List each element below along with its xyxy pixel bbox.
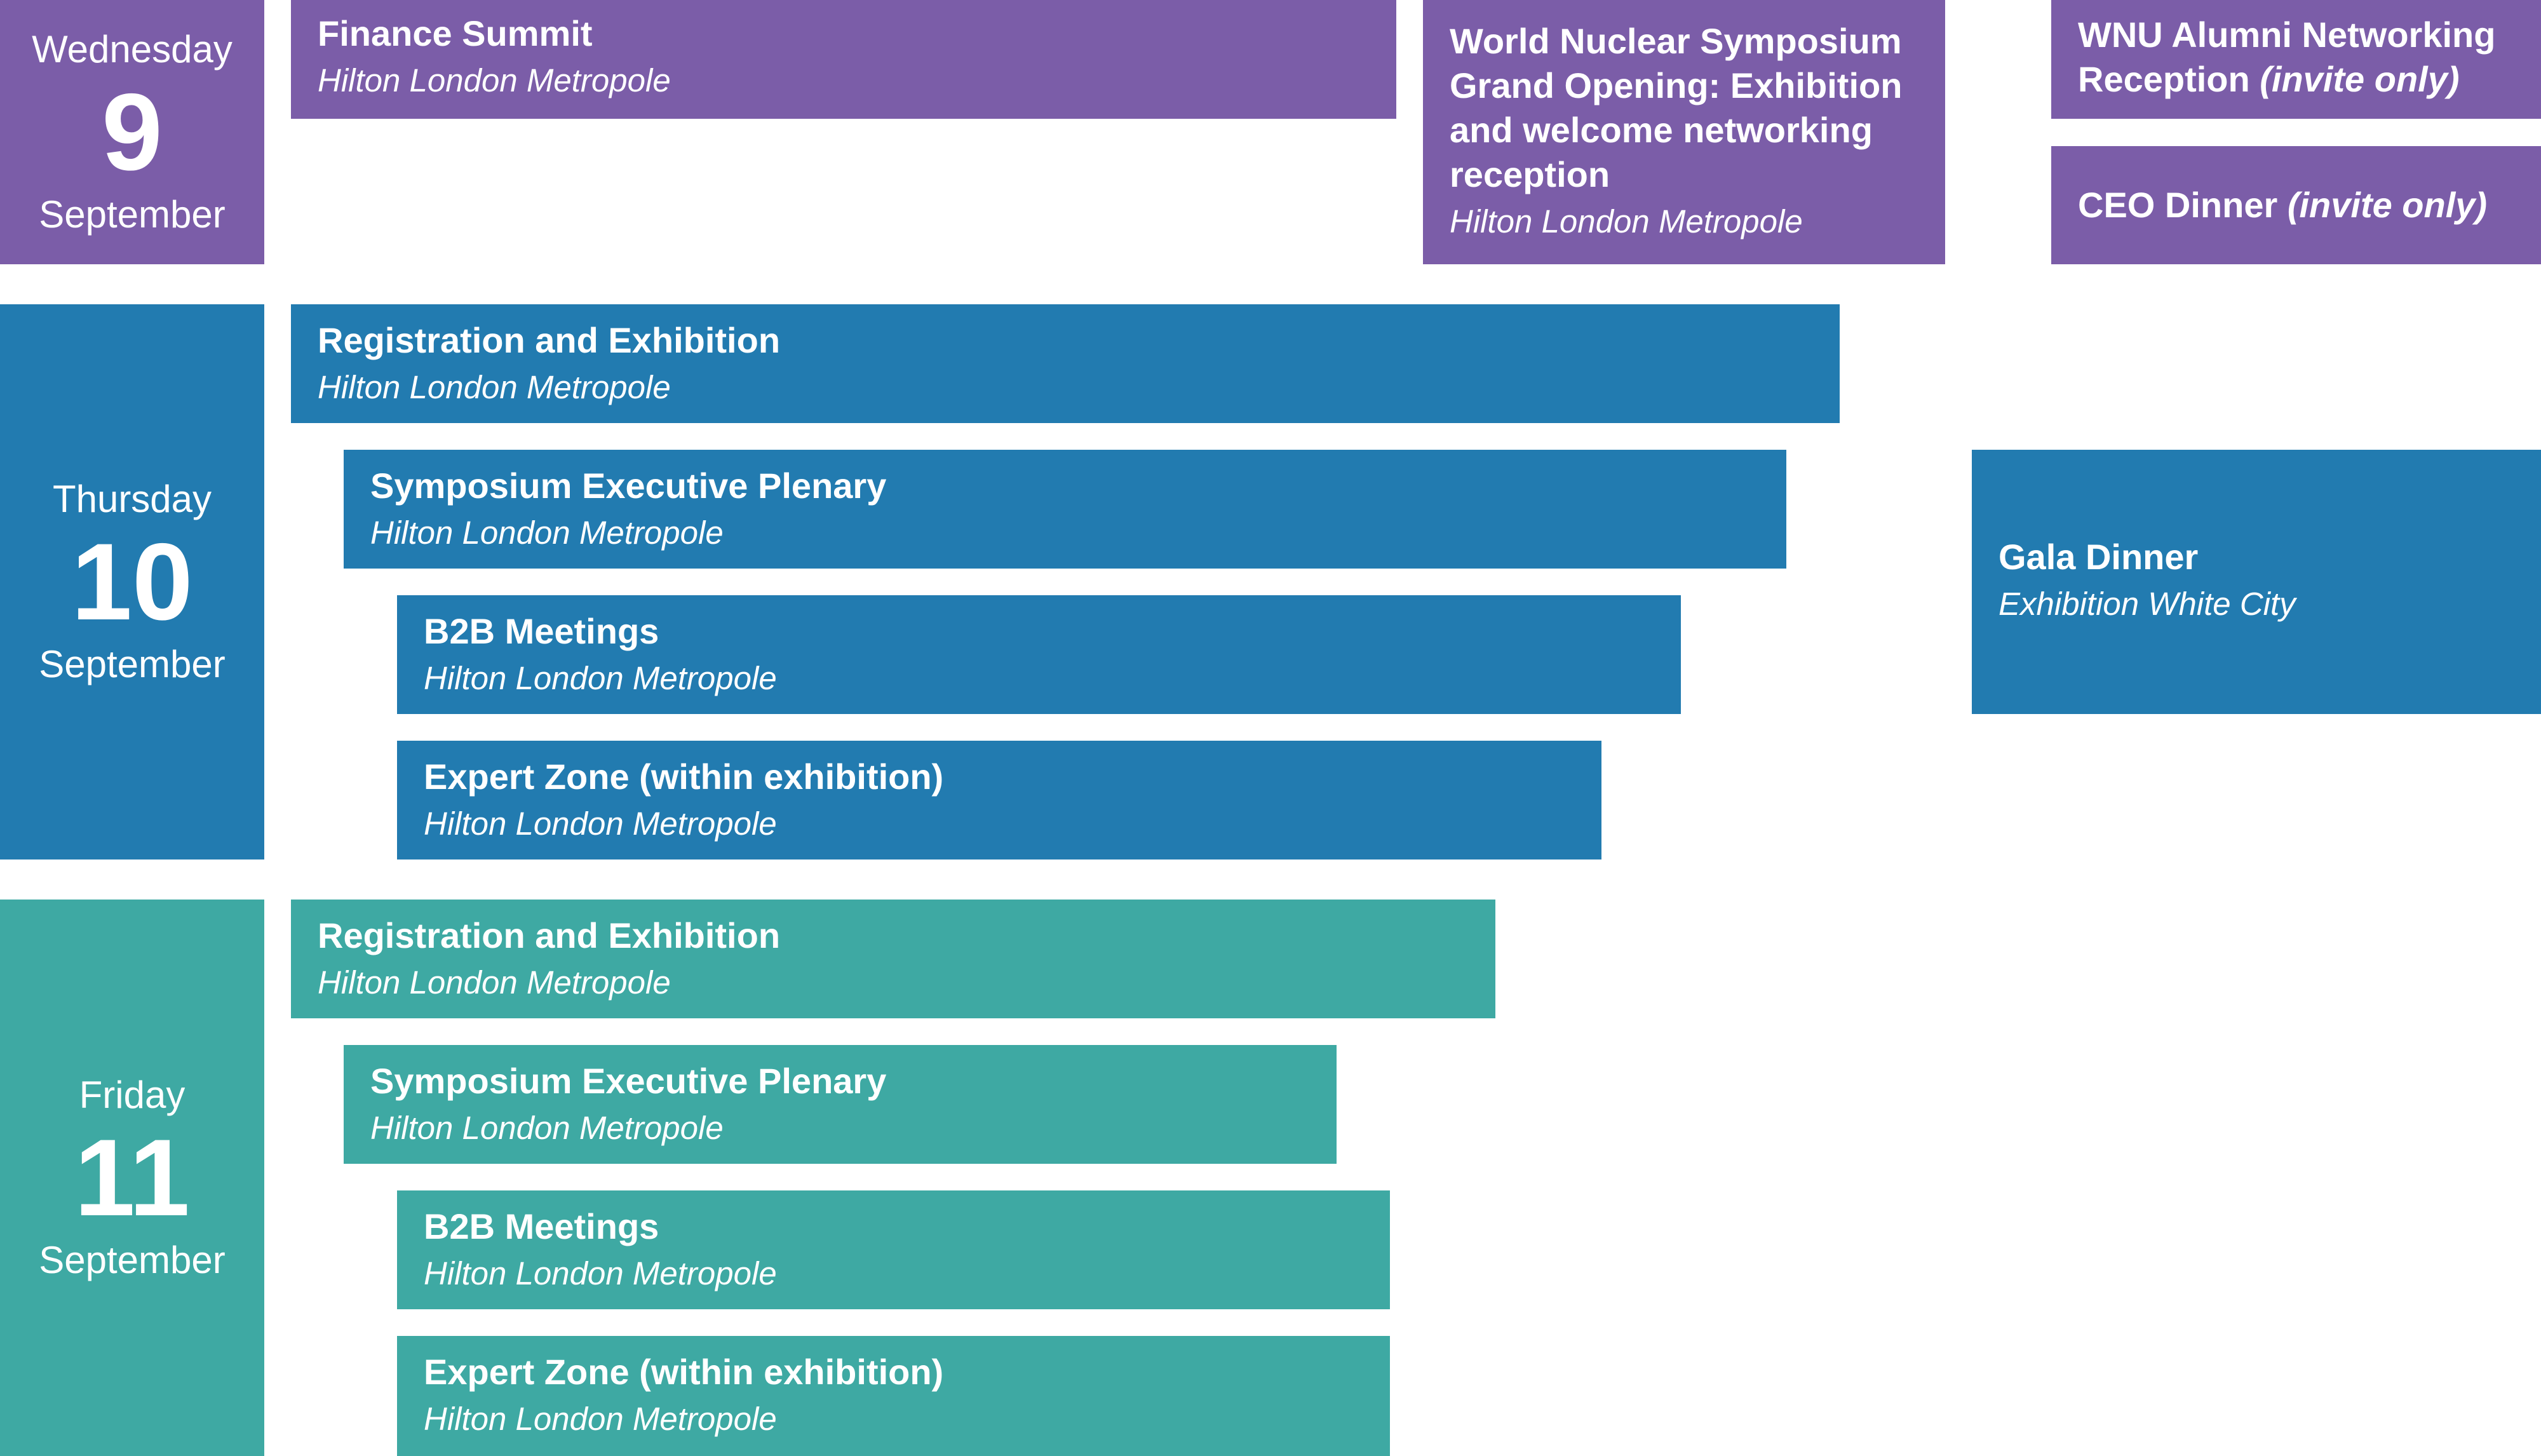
event-title: Symposium Executive Plenary <box>370 466 887 506</box>
event-block-expert-zone: Expert Zone (within exhibition) Hilton L… <box>397 1336 1390 1456</box>
event-invite-note: (invite only) <box>2260 59 2460 99</box>
event-venue: Hilton London Metropole <box>424 1255 777 1291</box>
event-venue: Hilton London Metropole <box>318 62 671 98</box>
event-block-b2b-meetings: B2B Meetings Hilton London Metropole <box>397 1190 1390 1309</box>
event-block-b2b-meetings: B2B Meetings Hilton London Metropole <box>397 595 1681 714</box>
event-title: World Nuclear Symposium Grand Opening: E… <box>1450 21 1903 194</box>
event-title: Registration and Exhibition <box>318 915 781 955</box>
event-title: Expert Zone (within exhibition) <box>424 1352 944 1392</box>
event-venue: Hilton London Metropole <box>318 964 671 1001</box>
event-venue: Exhibition White City <box>1998 586 2296 622</box>
event-block-expert-zone: Expert Zone (within exhibition) Hilton L… <box>397 741 1601 859</box>
event-title: Symposium Executive Plenary <box>370 1061 887 1101</box>
weekday-name: Wednesday <box>32 28 233 71</box>
date-number: 9 <box>102 71 163 193</box>
day-label-wednesday: Wednesday 9 September <box>0 0 264 264</box>
event-venue: Hilton London Metropole <box>318 369 671 405</box>
event-title: WNU Alumni Networking Reception <box>2078 15 2496 99</box>
event-title: Expert Zone (within exhibition) <box>424 757 944 797</box>
event-invite-note: (invite only) <box>2287 185 2488 225</box>
event-block-finance-summit: Finance Summit Hilton London Metropole <box>291 0 1396 119</box>
month-name: September <box>39 1239 226 1281</box>
event-block-executive-plenary: Symposium Executive Plenary Hilton Londo… <box>344 1045 1337 1164</box>
weekday-name: Thursday <box>52 478 212 520</box>
event-title: Registration and Exhibition <box>318 320 781 360</box>
event-block-wnu-alumni-reception: WNU Alumni Networking Reception (invite … <box>2051 0 2541 119</box>
event-title: Finance Summit <box>318 13 593 53</box>
event-block-grand-opening: World Nuclear Symposium Grand Opening: E… <box>1423 0 1945 264</box>
date-number: 10 <box>71 521 193 643</box>
month-name: September <box>39 643 226 685</box>
event-block-registration-exhibition: Registration and Exhibition Hilton Londo… <box>291 900 1495 1018</box>
event-venue: Hilton London Metropole <box>424 806 777 842</box>
event-venue: Hilton London Metropole <box>370 1110 724 1146</box>
date-number: 11 <box>74 1117 190 1239</box>
event-block-gala-dinner: Gala Dinner Exhibition White City <box>1972 450 2541 714</box>
event-title: B2B Meetings <box>424 1206 659 1246</box>
event-block-ceo-dinner: CEO Dinner (invite only) <box>2051 146 2541 264</box>
month-name: September <box>39 193 226 236</box>
event-venue: Hilton London Metropole <box>370 515 724 551</box>
weekday-name: Friday <box>79 1074 185 1116</box>
event-title: Gala Dinner <box>1998 537 2199 577</box>
event-block-executive-plenary: Symposium Executive Plenary Hilton Londo… <box>344 450 1786 569</box>
event-block-registration-exhibition: Registration and Exhibition Hilton Londo… <box>291 304 1840 423</box>
event-title: CEO Dinner <box>2078 185 2278 225</box>
day-label-friday: Friday 11 September <box>0 900 264 1456</box>
day-label-thursday: Thursday 10 September <box>0 304 264 859</box>
event-title: B2B Meetings <box>424 611 659 651</box>
event-venue: Hilton London Metropole <box>1450 203 1803 239</box>
event-venue: Hilton London Metropole <box>424 660 777 696</box>
event-venue: Hilton London Metropole <box>424 1401 777 1437</box>
